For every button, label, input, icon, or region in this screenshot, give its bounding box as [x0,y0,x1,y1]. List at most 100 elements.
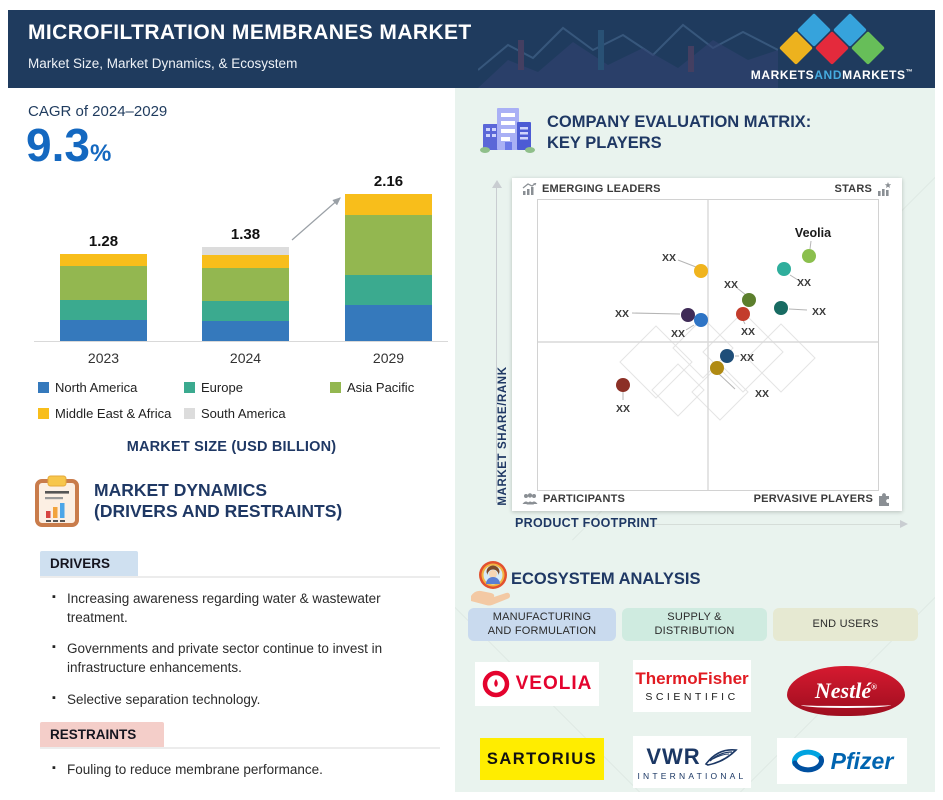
star-bars-icon [877,182,892,196]
matrix-point-label: XX [671,328,685,340]
logo-wordmark: MARKETSANDMARKETS™ [750,68,914,82]
point-connector-line [631,312,681,315]
matrix-point [694,264,708,278]
y-axis-arrow-icon [492,180,502,188]
restraint-item: Fouling to reduce membrane performance. [52,761,440,780]
diamond-decoration [691,363,749,421]
ecosystem-category-manufacturing[interactable]: MANUFACTURING AND FORMULATION [468,608,616,641]
bar-2024: 1.38 [202,226,289,341]
matrix-point-label: XX [724,279,738,291]
cagr-label: CAGR of 2024–2029 [28,103,168,120]
drivers-tab: DRIVERS [40,551,139,576]
bar-segment [202,300,289,322]
y-axis-line [496,188,497,503]
quadrant-label-pervasive-players: PERVASIVE PLAYERS [754,492,892,506]
nestle-logo: Nestlé® [785,664,907,718]
header-chart-decoration [478,23,778,88]
driver-item: Increasing awareness regarding water & w… [52,590,440,627]
page-title: MICROFILTRATION MEMBRANES MARKET [28,21,472,44]
legend-item: South America [184,406,330,421]
marketsandmarkets-logo: MARKETSANDMARKETS™ [747,13,917,86]
matrix-point [777,262,791,276]
driver-item: Governments and private sector continue … [52,640,440,677]
diamond-decoration [619,325,693,399]
matrix-point [720,349,734,363]
driver-item: Selective separation technology. [52,691,440,710]
diamond-decoration [651,363,705,417]
matrix-point-label: XX [740,352,754,364]
point-connector-line [789,274,799,281]
puzzle-icon [878,492,892,506]
matrix-point-label: XX [755,388,769,400]
market-size-bar-chart: 1.28 2023 1.38 2024 2.16 2029 [20,170,450,370]
page-subtitle: Market Size, Market Dynamics, & Ecosyste… [28,56,298,71]
bar-segment [60,299,147,320]
chart-baseline [34,341,448,342]
bar-segment [345,194,432,215]
bar-segment [202,268,289,301]
matrix-point [681,308,695,322]
diamond-decoration [702,311,784,393]
ecosystem-category-supply-distribution[interactable]: SUPPLY & DISTRIBUTION [622,608,767,641]
legend-swatch-icon [330,382,341,393]
matrix-point [710,361,724,375]
cagr-value: 9.3% [26,119,112,171]
point-connector-line [736,287,747,296]
matrix-point-label: XX [797,277,811,289]
matrix-point-label: XX [615,308,629,320]
market-dynamics-heading: MARKET DYNAMICS (DRIVERS AND RESTRAINTS) [94,480,343,521]
vwr-feather-icon [704,748,738,766]
bar-segment [60,265,147,300]
veolia-drop-icon [482,670,509,698]
veolia-logo: VEOLIA [475,662,599,706]
bar-segment [60,319,147,341]
matrix-point [742,293,756,307]
x-axis-line [655,524,900,525]
matrix-point [736,307,750,321]
legend-swatch-icon [38,408,49,419]
vwr-logo: VWR INTERNATIONAL [633,736,751,788]
person-in-hand-icon [471,561,510,606]
bar-segment [202,247,289,256]
x-tick-label: 2029 [372,350,405,366]
drivers-list: Increasing awareness regarding water & w… [52,590,440,709]
bar-2023: 1.28 [60,233,147,341]
bar-2029: 2.16 [345,173,432,341]
x-axis-label: PRODUCT FOOTPRINT [515,516,658,530]
pfizer-swirl-icon [791,749,824,773]
bar-segment [345,305,432,341]
ecosystem-category-end-users[interactable]: END USERS [773,608,918,641]
matrix-point-label: XX [741,326,755,338]
legend-swatch-icon [184,408,195,419]
matrix-point [802,249,816,263]
left-panel: CAGR of 2024–2029 9.3% 1.28 2023 1.38 2024 2… [8,88,455,792]
quadrant-label-emerging-leaders: EMERGING LEADERS [522,182,661,196]
chart-caption: MARKET SIZE (USD BILLION) [126,439,337,455]
matrix-point-label: XX [662,252,676,264]
drivers-section: DRIVERS [40,551,440,578]
sartorius-logo: SARTORIUS [480,738,604,780]
growth-chart-icon [522,182,537,196]
bar-segment [345,214,432,276]
diamond-decoration [672,317,734,379]
people-icon [522,493,538,505]
bar-segment [60,253,147,266]
legend-item: Europe [184,380,330,395]
right-panel: COMPANY EVALUATION MATRIX: KEY PLAYERS E… [455,88,935,792]
restraints-section: RESTRAINTS [40,722,440,750]
bar-total-label: 1.28 [88,232,119,250]
market-dynamics-header: MARKET DYNAMICS (DRIVERS AND RESTRAINTS) [34,475,455,527]
thermofisher-logo: ThermoFisher SCIENTIFIC [633,660,751,712]
ecosystem-heading: ECOSYSTEM ANALYSIS [511,570,701,588]
restraints-list: Fouling to reduce membrane performance. [52,761,440,780]
bar-segment [202,255,289,269]
point-connector-line [809,240,812,250]
bar-segment [345,275,432,305]
buildings-icon [480,108,535,153]
x-tick-label: 2023 [87,350,120,366]
legend-swatch-icon [38,382,49,393]
x-tick-label: 2024 [229,350,262,366]
matrix-scatter-svg: XX XX Veolia XX XX XX XX XX XX XX XX [538,200,878,490]
bar-total-label: 2.16 [373,173,404,191]
